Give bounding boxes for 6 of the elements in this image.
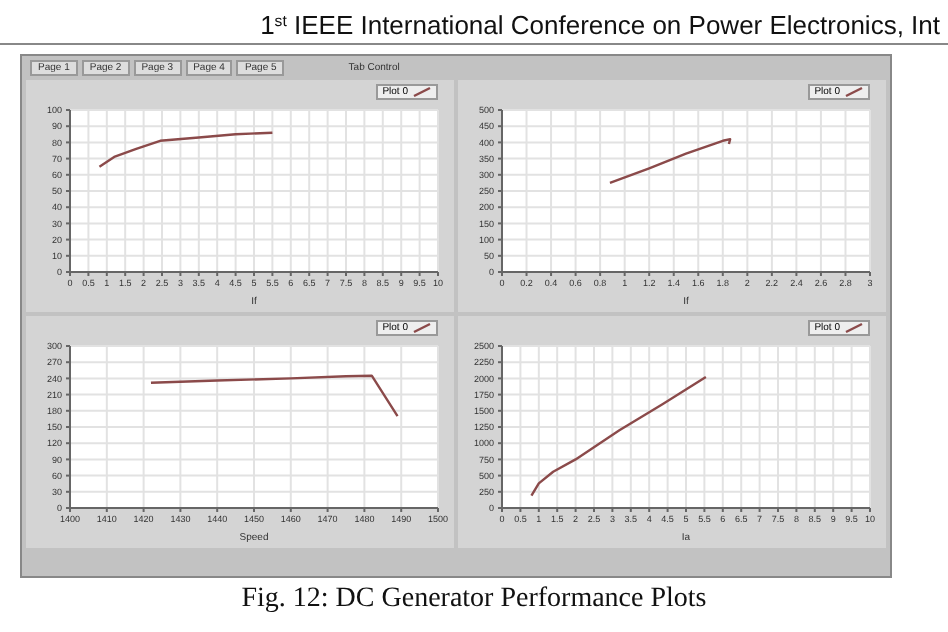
- text: 1$^{st}$ IEEE International Conference on Power Electronics, Int: [260, 10, 941, 40]
- line-series: [149, 374, 399, 418]
- line-series: [530, 375, 708, 497]
- line-series: [608, 137, 732, 185]
- caption: Fig. 12: DC Generator Performance Plots: [239, 584, 709, 616]
- line-series: [98, 131, 274, 168]
